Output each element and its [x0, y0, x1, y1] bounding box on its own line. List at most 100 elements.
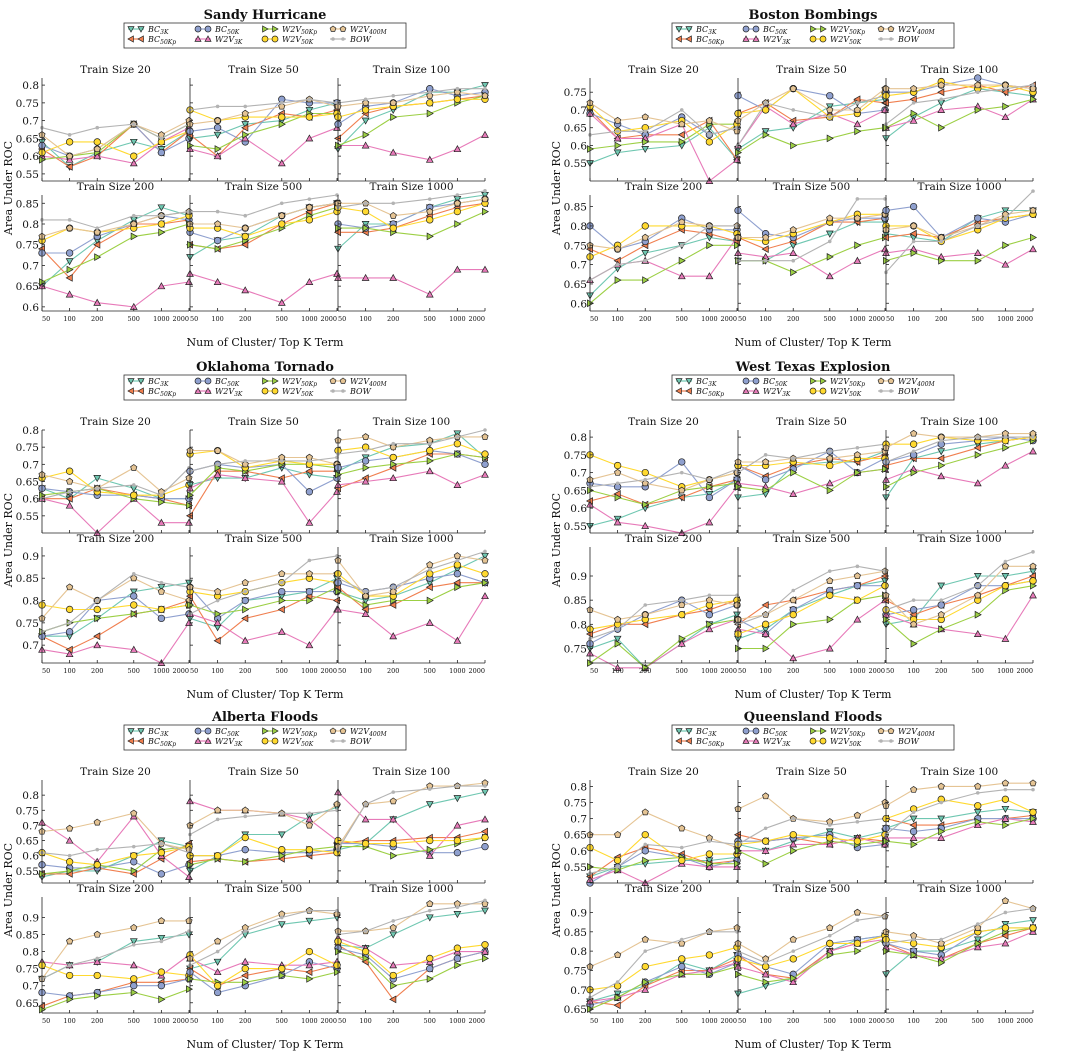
x-tick-label: 50	[338, 667, 346, 675]
y-tick-label: 0.55	[16, 169, 39, 181]
x-tick-label: 100	[611, 1017, 623, 1025]
data-point-W2V_3K	[481, 592, 489, 600]
data-point-W2V_50K	[453, 207, 462, 216]
y-tick-label: 0.75	[16, 618, 39, 630]
series-line-BC_50K	[337, 947, 486, 980]
data-point-BC_50K	[157, 870, 166, 878]
series-line-BC_50Kp	[337, 95, 486, 139]
series-line-BC_3K	[737, 98, 886, 150]
data-point-BC_50Kp	[93, 632, 101, 641]
data-point-W2V_400M	[130, 464, 138, 471]
data-point-W2V_50K	[453, 95, 462, 103]
series-line-BC_3K	[189, 102, 338, 139]
series-line-BOW	[337, 899, 486, 936]
data-point-W2V_3K	[973, 629, 982, 637]
series-line-BOW	[737, 443, 886, 474]
series-line-BC_50K	[737, 450, 886, 481]
series-line-BC_3K	[885, 808, 1034, 829]
legend-label: W2V50Kp	[282, 377, 317, 388]
series-line-W2V_400M	[590, 811, 738, 849]
series-line-W2V_50K	[885, 927, 1033, 948]
data-point-BC_50Kp	[1001, 88, 1009, 97]
x-tick-label: 500	[972, 1017, 984, 1025]
x-tick-label: 200	[239, 315, 251, 323]
data-point-BOW	[67, 853, 72, 858]
x-tick-label: 200	[239, 667, 251, 675]
chart-title: West Texas Explosion	[735, 360, 891, 375]
series-line-W2V_50Kp	[189, 586, 338, 615]
data-point-BOW	[679, 845, 684, 850]
series-line-BOW	[737, 818, 886, 845]
data-point-W2V_50Kp	[426, 845, 434, 854]
data-point-W2V_400M	[1029, 562, 1037, 570]
legend-marker	[339, 25, 347, 32]
data-point-W2V_50K	[305, 113, 314, 121]
data-point-BC_50Kp	[613, 1001, 621, 1010]
x-tick-label: 1000	[701, 315, 718, 323]
legend-label: BC50K	[762, 377, 788, 388]
chart-title: Queensland Floods	[744, 710, 882, 725]
data-point-W2V_50Kp	[1030, 95, 1038, 104]
series-line-BOW	[885, 908, 1034, 944]
series-line-BC_3K	[589, 236, 738, 296]
series-line-BOW	[189, 98, 338, 111]
data-point-W2V_3K	[389, 632, 398, 640]
data-point-BOW	[483, 189, 487, 193]
data-point-BC_3K	[1001, 573, 1010, 581]
series-line-BOW	[337, 429, 486, 455]
data-point-W2V_400M	[762, 955, 770, 962]
data-point-W2V_50K	[641, 468, 649, 477]
data-point-BC_3K	[641, 250, 650, 258]
data-point-W2V_50K	[881, 582, 889, 590]
legend-entry: BC3K	[675, 377, 717, 388]
legend-marker	[877, 377, 885, 384]
series-line-W2V_50Kp	[337, 951, 486, 987]
data-point-W2V_50K	[826, 939, 834, 948]
legend-entry: W2V50Kp	[810, 377, 865, 388]
data-point-W2V_50Kp	[482, 954, 490, 963]
series-line-BC_50K	[737, 210, 885, 239]
x-tick-label: 50	[190, 315, 198, 323]
data-point-W2V_400M	[130, 923, 138, 931]
data-point-W2V_3K	[481, 130, 489, 138]
y-tick-label: 0.8	[22, 219, 39, 231]
x-tick-label: 500	[824, 315, 836, 323]
y-axis-label: Area Under ROC	[550, 493, 563, 588]
data-point-W2V_3K	[937, 472, 946, 480]
data-point-W2V_400M	[641, 935, 649, 943]
series-line-W2V_50K	[41, 130, 190, 157]
series-line-W2V_400M	[189, 910, 338, 959]
data-point-W2V_50Kp	[614, 276, 622, 284]
data-point-W2V_50Kp	[642, 856, 650, 865]
data-point-W2V_3K	[425, 155, 434, 163]
data-point-BOW	[615, 129, 620, 134]
legend-marker	[127, 378, 135, 385]
data-point-BC_3K	[733, 611, 741, 619]
subplot-1: Train Size 50	[733, 766, 890, 884]
legend-label: BC50Kp	[147, 35, 176, 46]
series-line-W2V_50Kp	[737, 938, 886, 983]
series-line-W2V_3K	[41, 954, 190, 977]
data-point-BC_3K	[937, 815, 946, 823]
data-point-W2V_3K	[185, 277, 193, 285]
data-point-W2V_50Kp	[678, 970, 686, 979]
series-line-BC_50Kp	[589, 599, 738, 635]
series-line-BC_50Kp	[41, 978, 190, 1007]
data-point-BOW	[279, 459, 284, 463]
series-line-W2V_50K	[41, 846, 190, 866]
y-tick-label: 0.9	[22, 551, 39, 563]
data-point-W2V_50Kp	[454, 961, 462, 970]
x-tick-label: 2000	[172, 1017, 189, 1025]
data-point-BOW	[679, 243, 684, 248]
data-point-W2V_3K	[453, 265, 462, 273]
series-line-BOW	[41, 123, 190, 140]
data-point-BC_50Kp	[241, 614, 249, 623]
data-point-BOW	[763, 826, 768, 831]
data-point-BC_3K	[93, 475, 102, 483]
data-point-W2V_50Kp	[910, 639, 918, 648]
data-point-W2V_3K	[213, 618, 222, 626]
legend-entry: W2V3K	[742, 737, 791, 748]
legend-entry: BC50K	[742, 25, 788, 36]
data-point-BC_50Kp	[93, 240, 101, 249]
data-point-BOW	[911, 937, 916, 942]
